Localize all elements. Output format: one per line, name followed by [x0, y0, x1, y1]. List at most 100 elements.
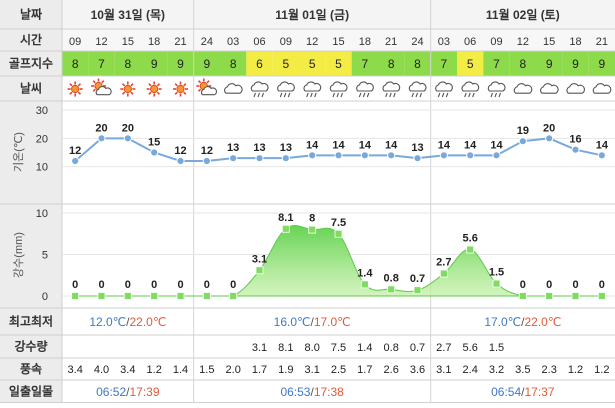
golf-index-cell [562, 51, 589, 76]
wind-speed-value: 1.2 [568, 364, 583, 376]
wind-speed-value: 1.2 [147, 364, 162, 376]
wind-speed-value: 3.1 [436, 364, 451, 376]
wind-speed-value: 2.3 [542, 364, 557, 376]
temp-data-label: 14 [385, 139, 398, 151]
partly-cloudy-icon [196, 78, 218, 96]
rain-point [518, 292, 527, 300]
temp-point [387, 151, 396, 160]
hour-label: 24 [201, 36, 213, 48]
row-label-weather: 날씨 [20, 82, 42, 96]
rain-amount-value: 1.5 [489, 342, 504, 354]
sun-icon [146, 81, 162, 97]
rain-data-label: 1.5 [489, 267, 504, 279]
temp-data-label: 12 [69, 145, 81, 157]
hour-label: 21 [596, 36, 608, 48]
temp-data-label: 15 [148, 137, 160, 149]
day-label: 11월 02일 (토) [486, 7, 560, 22]
wind-speed-value: 2.4 [463, 364, 478, 376]
minmax-value: 12.0℃/22.0℃ [89, 315, 166, 329]
temp-data-label: 12 [201, 145, 213, 157]
rain-icon [356, 81, 374, 98]
golf-index-value: 8 [414, 57, 421, 71]
rain-point [308, 225, 317, 234]
sunrise-sunset-value: 06:52/17:39 [96, 385, 160, 399]
rain-point [176, 292, 185, 300]
golf-index-value: 8 [230, 57, 237, 71]
rain-amount-value: 2.7 [436, 342, 451, 354]
rain-data-label: 0 [230, 279, 236, 291]
rain-icon [277, 81, 295, 98]
temp-axis-label: 기온(℃) [12, 132, 25, 172]
golf-index-cell [88, 51, 115, 76]
golf-index-cell [141, 51, 168, 76]
rain-point [150, 292, 159, 300]
hour-label: 06 [464, 36, 476, 48]
temp-point [439, 151, 448, 160]
hour-label: 18 [569, 36, 581, 48]
temp-data-label: 20 [122, 122, 134, 134]
rain-data-label: 0 [204, 279, 210, 291]
rain-point [255, 266, 264, 275]
rain-data-label: 0 [72, 279, 78, 291]
golf-index-cell [457, 51, 484, 76]
golf-index-cell [588, 51, 615, 76]
rain-data-label: 2.7 [436, 257, 451, 269]
temp-point [229, 154, 238, 163]
rain-axis-label: 강수(mm) [12, 232, 25, 278]
rain-data-label: 0 [572, 279, 578, 291]
temp-point [492, 151, 501, 160]
golf-index-cell [351, 51, 378, 76]
golf-index-cell [536, 51, 563, 76]
hour-label: 03 [227, 36, 239, 48]
golf-index-cell [430, 51, 457, 76]
rain-icon [435, 81, 453, 98]
cloud-icon [224, 83, 243, 94]
rain-point [229, 292, 238, 300]
wind-speed-value: 1.2 [594, 364, 609, 376]
hour-label: 18 [148, 36, 160, 48]
temp-data-label: 14 [332, 139, 345, 151]
hour-label: 09 [69, 36, 81, 48]
rain-amount-value: 3.1 [252, 342, 267, 354]
temp-point [413, 154, 422, 163]
rain-amount-value: 1.4 [357, 342, 372, 354]
row-label-golf: 골프지수 [9, 56, 53, 71]
rain-amount-value: 8.0 [305, 342, 320, 354]
wind-speed-value: 3.4 [120, 364, 135, 376]
temp-point [281, 154, 290, 163]
rain-icon [408, 81, 427, 98]
wind-speed-value: 1.5 [199, 364, 214, 376]
row-label-minmax: 최고최저 [9, 314, 53, 329]
rain-data-label: 8 [309, 213, 315, 225]
temp-data-label: 14 [596, 139, 609, 151]
rain-icon [487, 81, 506, 98]
golf-index-value: 5 [335, 57, 342, 71]
cloud-icon [592, 83, 612, 94]
temp-data-label: 14 [359, 139, 372, 151]
golf-index-cell [193, 51, 220, 76]
temp-point [597, 151, 606, 160]
wind-speed-value: 2.0 [226, 364, 241, 376]
rain-point [202, 292, 211, 300]
golf-index-cell [220, 51, 247, 76]
cloud-icon [540, 83, 559, 94]
rain-data-label: 0 [546, 279, 552, 291]
rain-amount-value: 0.7 [410, 342, 425, 354]
golf-index-cell [299, 51, 326, 76]
golf-index-value: 9 [151, 57, 158, 71]
hour-label: 06 [253, 36, 265, 48]
rain-data-label: 7.5 [331, 217, 346, 229]
temp-tick-label: 10 [36, 162, 48, 174]
golf-index-cell [62, 51, 89, 76]
day-label: 10월 31일 (목) [91, 7, 165, 22]
golf-index-cell [246, 51, 273, 76]
rain-point [413, 286, 422, 295]
rain-amount-value: 8.1 [278, 342, 293, 354]
sun-icon [67, 81, 83, 97]
golf-index-value: 9 [546, 57, 553, 71]
golf-index-value: 8 [124, 57, 131, 71]
golf-index-value: 9 [203, 57, 210, 71]
wind-speed-value: 3.2 [489, 364, 504, 376]
